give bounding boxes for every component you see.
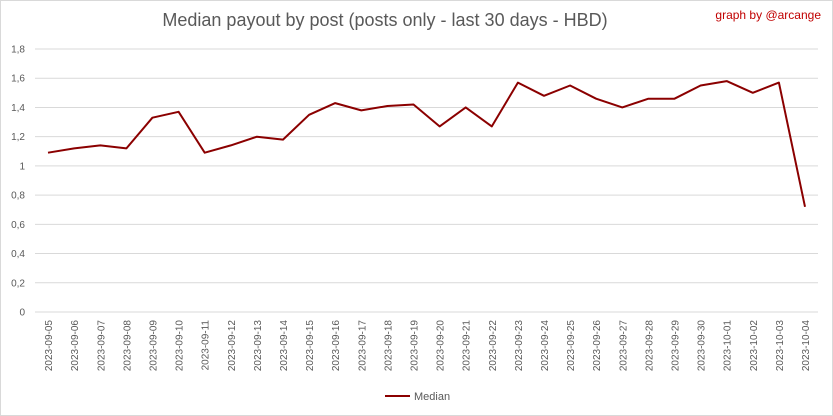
y-tick-label: 1,2: [11, 132, 25, 143]
series-lines: [47, 80, 806, 208]
x-tick-label: 2023-09-09: [148, 320, 159, 372]
x-tick-label: 2023-09-06: [70, 320, 81, 372]
x-tick-label: 2023-09-15: [305, 320, 316, 372]
x-tick-label: 2023-09-17: [357, 320, 368, 372]
x-tick-label: 2023-09-25: [566, 320, 577, 372]
y-tick-label: 1,8: [11, 45, 25, 56]
y-tick-label: 1,4: [11, 103, 25, 114]
x-tick-label: 2023-10-03: [775, 320, 786, 372]
x-tick-label: 2023-09-30: [697, 320, 708, 372]
x-tick-label: 2023-09-13: [253, 320, 264, 372]
x-tick-label: 2023-09-28: [644, 320, 655, 372]
x-tick-label: 2023-09-21: [462, 320, 473, 372]
x-tick-label: 2023-09-26: [592, 320, 603, 372]
y-tick-label: 0,4: [11, 249, 25, 260]
y-tick-label: 1,6: [11, 74, 25, 85]
x-tick-label: 2023-10-01: [723, 320, 734, 372]
chart-title: Median payout by post (posts only - last…: [162, 10, 608, 30]
y-axis-ticks: 0 0,2 0,4 0,6 0,8 1 1,2 1,4 1,6 1,8: [11, 45, 25, 319]
y-tick-label: 0: [19, 308, 25, 319]
x-tick-label: 2023-10-04: [801, 320, 812, 372]
x-tick-label: 2023-09-08: [122, 320, 133, 372]
legend: Median: [385, 391, 450, 403]
x-axis-ticks: 2023-09-05 2023-09-06 2023-09-07 2023-09-08…: [44, 320, 812, 372]
y-tick-label: 0,2: [11, 278, 25, 289]
y-tick-label: 0,8: [11, 191, 25, 202]
x-tick-label: 2023-09-12: [227, 320, 238, 372]
x-tick-label: 2023-09-29: [670, 320, 681, 372]
y-tick-label: 1: [19, 161, 25, 172]
x-tick-label: 2023-09-14: [279, 320, 290, 372]
x-tick-label: 2023-09-19: [409, 320, 420, 372]
y-tick-label: 0,6: [11, 220, 25, 231]
x-tick-label: 2023-09-20: [436, 320, 447, 372]
series-line-median: [47, 80, 806, 208]
x-tick-label: 2023-09-27: [618, 320, 629, 372]
x-tick-label: 2023-09-23: [514, 320, 525, 372]
x-tick-label: 2023-09-16: [331, 320, 342, 372]
chart-credit: graph by @arcange: [715, 8, 821, 22]
x-tick-label: 2023-10-02: [749, 320, 760, 372]
x-tick-label: 2023-09-11: [201, 320, 212, 371]
x-tick-label: 2023-09-18: [383, 320, 394, 372]
x-tick-label: 2023-09-05: [44, 320, 55, 372]
x-tick-label: 2023-09-07: [96, 320, 107, 372]
gridlines: [35, 48, 818, 313]
x-tick-label: 2023-09-24: [540, 320, 551, 372]
x-tick-label: 2023-09-22: [488, 320, 499, 372]
x-tick-label: 2023-09-10: [175, 320, 186, 372]
legend-label-median: Median: [414, 391, 450, 403]
